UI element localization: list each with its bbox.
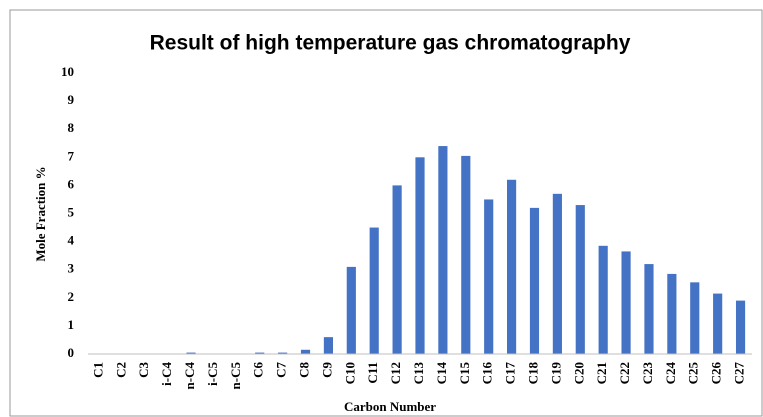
bar <box>713 293 723 354</box>
x-tick-label: C9 <box>319 362 334 378</box>
bar <box>529 207 540 354</box>
bar <box>300 349 311 354</box>
x-axis-label: Carbon Number <box>344 399 436 414</box>
bar <box>644 264 654 354</box>
x-tick-label: C12 <box>388 362 403 384</box>
bar <box>735 300 746 354</box>
x-tick-label: i-C4 <box>159 362 174 386</box>
bar <box>392 185 402 354</box>
y-tick-label: 1 <box>68 317 75 332</box>
bar <box>255 352 265 354</box>
y-tick-label: 8 <box>68 120 75 135</box>
bar <box>621 251 631 354</box>
x-tick-label: C25 <box>686 362 701 385</box>
x-tick-label: n-C5 <box>228 362 243 390</box>
bar <box>346 266 356 354</box>
x-tick-label: C10 <box>342 362 357 384</box>
x-tick-label: i-C5 <box>205 362 220 386</box>
bar <box>507 179 517 354</box>
x-tick-label: C24 <box>663 362 678 385</box>
y-tick-label: 0 <box>68 345 75 360</box>
x-tick-label: C6 <box>251 362 266 378</box>
bar <box>552 193 562 354</box>
bar <box>461 155 471 354</box>
y-tick-label: 3 <box>68 261 75 276</box>
bar <box>667 273 677 354</box>
x-tick-label: n-C4 <box>182 362 197 390</box>
x-tick-label: C15 <box>457 362 472 385</box>
y-axis-label: Mole Fraction % <box>33 166 48 261</box>
x-tick-label: C3 <box>136 362 151 378</box>
y-tick-label: 6 <box>68 176 75 191</box>
bar <box>484 199 494 354</box>
chart-frame <box>9 9 763 417</box>
x-tick-label: C14 <box>434 362 449 385</box>
y-tick-label: 7 <box>68 148 75 163</box>
x-tick-label: C19 <box>548 362 563 385</box>
x-tick-label: C26 <box>709 362 724 385</box>
chart-title: Result of high temperature gas chromatog… <box>150 32 631 55</box>
y-tick-label: 2 <box>68 289 75 304</box>
bar <box>369 227 379 354</box>
x-tick-label: C21 <box>594 362 609 384</box>
x-tick-label: C20 <box>571 362 586 384</box>
bar <box>415 157 425 354</box>
y-tick-label: 5 <box>68 204 75 219</box>
x-tick-label: C11 <box>365 362 380 384</box>
y-tick-label: 10 <box>61 64 74 79</box>
x-tick-label: C7 <box>274 362 289 378</box>
bar <box>186 352 196 354</box>
x-tick-label: C18 <box>525 362 540 385</box>
y-tick-label: 9 <box>68 92 75 107</box>
x-tick-label: C27 <box>732 362 747 385</box>
x-tick-label: C2 <box>113 362 128 378</box>
x-tick-label: C23 <box>640 362 655 385</box>
x-tick-label: C8 <box>297 362 312 378</box>
x-tick-label: C22 <box>617 362 632 384</box>
x-tick-label: C1 <box>90 362 105 378</box>
x-tick-label: C17 <box>503 362 518 385</box>
x-tick-label: C16 <box>480 362 495 385</box>
bar <box>323 337 333 354</box>
x-tick-label: C13 <box>411 362 426 385</box>
bar <box>690 282 700 354</box>
bar <box>278 352 288 354</box>
bar <box>598 245 608 354</box>
y-tick-label: 4 <box>68 233 75 248</box>
bar <box>438 146 448 354</box>
bar <box>575 205 585 354</box>
